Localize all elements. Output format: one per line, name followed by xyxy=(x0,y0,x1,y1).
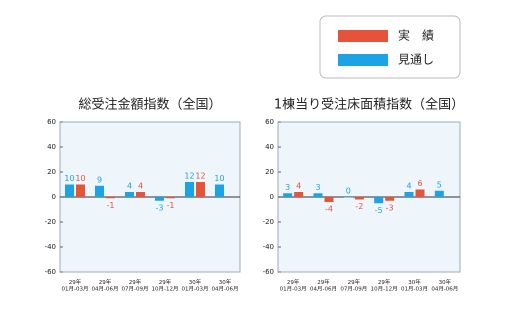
x-tick-label: 29年 01月-03月 xyxy=(280,278,307,293)
bar xyxy=(166,197,175,199)
value-label: -3 xyxy=(386,203,394,212)
value-label: 10 xyxy=(214,174,224,183)
legend-swatch xyxy=(338,30,388,42)
y-tick-label: 0 xyxy=(52,193,56,201)
y-tick-label: -20 xyxy=(45,218,56,226)
value-label: -4 xyxy=(325,205,333,214)
x-tick-label: 29年 04月-06月 xyxy=(92,278,119,293)
legend-box xyxy=(319,15,461,79)
y-tick-label: -40 xyxy=(263,243,274,251)
value-label: 4 xyxy=(296,182,301,191)
value-label: 5 xyxy=(437,180,442,189)
value-label: 12 xyxy=(195,172,205,181)
bar xyxy=(185,182,194,197)
y-tick-label: -60 xyxy=(45,268,56,276)
bar xyxy=(125,192,134,197)
bar xyxy=(155,197,164,201)
x-tick-label: 29年 04月-06月 xyxy=(310,278,337,293)
x-tick-label: 30年 01月-03月 xyxy=(182,278,209,293)
bar xyxy=(374,197,384,204)
bar xyxy=(76,184,85,197)
value-label: -1 xyxy=(167,201,175,210)
y-tick-label: 20 xyxy=(265,168,274,176)
bar xyxy=(343,197,353,198)
value-label: 12 xyxy=(184,172,194,181)
value-label: 10 xyxy=(75,174,85,183)
bar xyxy=(434,190,444,197)
value-label: 6 xyxy=(417,179,422,188)
value-label: 3 xyxy=(285,183,290,192)
bar xyxy=(294,192,304,197)
x-tick-label: 29年 10月-12月 xyxy=(152,278,179,293)
value-label: 0 xyxy=(346,187,351,196)
bar xyxy=(196,182,205,197)
x-tick-label: 29年 10月-12月 xyxy=(371,278,398,293)
y-tick-label: 20 xyxy=(47,168,56,176)
legend-label: 実 績 xyxy=(398,28,434,43)
y-tick-label: -60 xyxy=(263,268,274,276)
bar xyxy=(404,192,414,197)
y-tick-label: -20 xyxy=(263,218,274,226)
y-tick-label: -40 xyxy=(45,243,56,251)
value-label: -1 xyxy=(107,201,115,210)
x-tick-label: 29年 01月-03月 xyxy=(62,278,89,293)
bar xyxy=(95,185,104,197)
bar xyxy=(415,189,425,197)
y-tick-label: 40 xyxy=(47,143,56,151)
x-tick-label: 30年 01月-03月 xyxy=(401,278,428,293)
legend-label: 見通し xyxy=(398,53,434,67)
y-tick-label: 60 xyxy=(265,118,274,126)
y-tick-label: 40 xyxy=(265,143,274,151)
value-label: 4 xyxy=(127,182,132,191)
value-label: 4 xyxy=(138,182,143,191)
value-label: 9 xyxy=(97,175,102,184)
y-tick-label: 60 xyxy=(47,118,56,126)
bar xyxy=(136,192,145,197)
value-label: -3 xyxy=(156,203,164,212)
y-tick-label: 0 xyxy=(270,193,274,201)
bar xyxy=(324,197,334,202)
value-label: -5 xyxy=(375,206,383,215)
x-tick-label: 30年 04月-06月 xyxy=(212,278,239,293)
bar xyxy=(385,197,395,201)
x-tick-label: 29年 07月-09月 xyxy=(340,278,367,293)
chart-title: 1棟当り受注床面積指数（全国） xyxy=(274,97,464,113)
value-label: 4 xyxy=(406,182,411,191)
legend-swatch xyxy=(338,54,388,66)
bar xyxy=(313,193,323,197)
x-tick-label: 29年 07月-09月 xyxy=(122,278,149,293)
value-label: -2 xyxy=(355,202,363,211)
x-tick-label: 30年 04月-06月 xyxy=(431,278,458,293)
bar xyxy=(283,193,293,197)
chart-title: 総受注金額指数（全国） xyxy=(78,97,221,113)
bar xyxy=(215,184,224,197)
bar xyxy=(106,197,115,199)
bar xyxy=(354,197,364,200)
value-label: 3 xyxy=(315,183,320,192)
bar xyxy=(65,184,74,197)
value-label: 10 xyxy=(64,174,74,183)
